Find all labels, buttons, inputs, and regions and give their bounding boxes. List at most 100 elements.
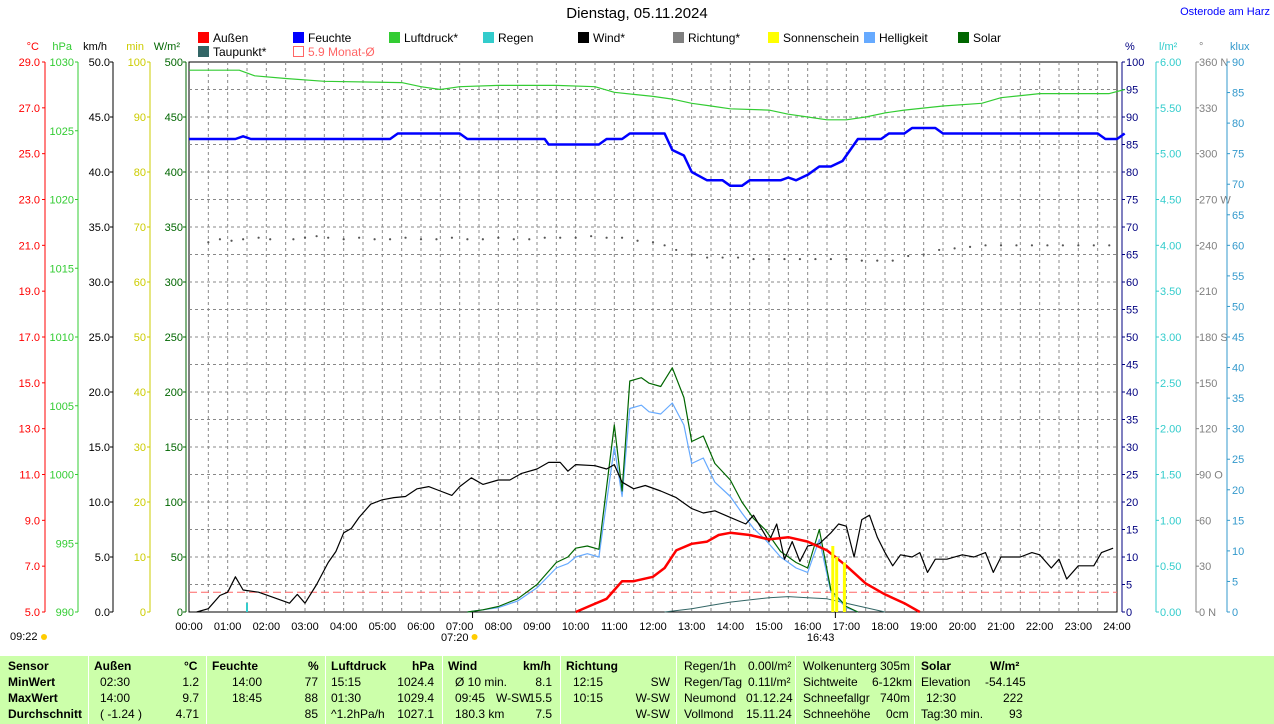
- tick-label-lm2: 2.00: [1160, 424, 1181, 436]
- series-helligkeit: [467, 402, 859, 613]
- legend-swatch: [958, 32, 969, 43]
- wind-direction-point: [388, 238, 392, 241]
- wind-direction-point: [891, 259, 894, 262]
- tick-label-klux: 50: [1232, 301, 1244, 313]
- tick-label-hpa: 1000: [50, 470, 74, 482]
- wind-direction-point: [736, 256, 740, 259]
- wind-direction-point: [404, 236, 407, 239]
- legend-label: Regen: [498, 31, 534, 45]
- x-tick-label: 24:00: [1103, 621, 1131, 633]
- wind-direction-point: [269, 238, 272, 241]
- regen-value-3: 15.11.24: [746, 707, 792, 721]
- tick-label-pct: 60: [1126, 277, 1138, 289]
- wind-direction-point: [1077, 244, 1080, 247]
- legend-swatch: [293, 46, 304, 57]
- wind-direction-point: [968, 245, 972, 248]
- footer-wind-label: 09:45: [455, 691, 486, 705]
- x-tick-label: 20:00: [949, 621, 977, 633]
- wind-direction-point: [242, 238, 245, 241]
- tick-label-klux: 70: [1232, 179, 1244, 191]
- footer-richtung-time: 10:15: [573, 691, 604, 705]
- tick-label-wm2: 300: [165, 277, 183, 289]
- x-tick-label: 02:00: [253, 621, 281, 633]
- x-tick-label: 06:00: [407, 621, 435, 633]
- wind-direction-point: [373, 238, 376, 241]
- series-solar: [467, 367, 859, 613]
- tick-label-temp: 23.0: [19, 195, 40, 207]
- tick-label-lm2: 5.50: [1160, 103, 1181, 115]
- footer-header-luftdruck-unit: hPa: [412, 659, 435, 673]
- footer-header-feuchte-unit: %: [308, 659, 319, 673]
- wind-direction-point: [814, 257, 817, 261]
- solar-value-1: 222: [1003, 691, 1024, 705]
- solar-label-2: Tag:30 min.: [921, 707, 984, 721]
- footer-header-wind-unit: km/h: [523, 659, 552, 673]
- tick-label-min: 0: [140, 607, 146, 619]
- solar-label-1: 12:30: [926, 691, 957, 705]
- regen-label-2: Neumond: [684, 691, 737, 705]
- axis-header-deg: °: [1199, 41, 1203, 53]
- footer-wind-label: 180.3 km: [455, 707, 505, 721]
- x-tick-label: 18:00: [871, 621, 899, 633]
- tick-label-min: 60: [134, 277, 146, 289]
- wind-direction-point: [663, 244, 666, 247]
- series-taupunkt: [664, 596, 886, 613]
- axis-header-pct: %: [1125, 41, 1135, 53]
- tick-label-kmh: 35.0: [89, 222, 110, 234]
- legend-label: Sonnenschein: [783, 31, 860, 45]
- tick-label-kmh: 0.0: [95, 607, 110, 619]
- tick-label-min: 20: [134, 497, 146, 509]
- tick-label-pct: 0: [1126, 607, 1132, 619]
- x-tick-label: 08:00: [485, 621, 513, 633]
- tick-label-pct: 50: [1126, 332, 1138, 344]
- tick-label-pct: 15: [1126, 525, 1138, 537]
- x-tick-label: 15:00: [755, 621, 783, 633]
- legend-swatch: [198, 32, 209, 43]
- tick-label-pct: 20: [1126, 497, 1138, 509]
- legend-label: Taupunkt*: [213, 45, 267, 59]
- footer-richtung-val: W-SW: [635, 707, 670, 721]
- tick-label-lm2: 3.00: [1160, 332, 1181, 344]
- x-tick-label: 04:00: [330, 621, 358, 633]
- footer-feuchte-val: 85: [304, 707, 318, 721]
- tick-label-pct: 90: [1126, 112, 1138, 124]
- footer-druck-val: 1024.4: [397, 675, 434, 689]
- wind-direction-point: [783, 257, 786, 261]
- legend-label: Außen: [213, 31, 249, 45]
- tick-label-pct: 95: [1126, 85, 1138, 97]
- tick-label-kmh: 15.0: [89, 442, 110, 454]
- wind-direction-point: [922, 253, 925, 256]
- wind-direction-point: [303, 236, 307, 239]
- regen-label-0: Regen/1h: [684, 659, 737, 673]
- footer-aussen-time: ( -1.24 ): [100, 707, 143, 721]
- wolken-value-1: 6-12km: [872, 675, 913, 689]
- wind-direction-point: [230, 239, 233, 242]
- tick-label-temp: 5.0: [25, 607, 40, 619]
- tick-label-hpa: 995: [56, 538, 74, 550]
- legend-label: Helligkeit: [879, 31, 928, 45]
- tick-label-klux: 10: [1232, 546, 1244, 558]
- site-link[interactable]: Osterode am Harz: [1180, 6, 1270, 18]
- x-tick-label: 19:00: [910, 621, 938, 633]
- tick-label-min: 10: [134, 552, 146, 564]
- footer-aussen-val: 9.7: [182, 691, 199, 705]
- wind-direction-point: [481, 238, 484, 241]
- footer-aussen-time: 14:00: [100, 691, 131, 705]
- wolken-value-2: 740m: [880, 691, 911, 705]
- left-sun-icon: [41, 634, 47, 640]
- tick-label-hpa: 1015: [50, 263, 74, 275]
- wind-direction-point: [984, 244, 987, 247]
- tick-label-lm2: 1.50: [1160, 470, 1181, 482]
- tick-label-klux: 5: [1232, 576, 1238, 588]
- tick-label-klux: 65: [1232, 210, 1244, 222]
- tick-label-kmh: 10.0: [89, 497, 110, 509]
- tick-label-lm2: 6.00: [1160, 57, 1181, 69]
- tick-label-pct: 100: [1126, 57, 1144, 69]
- footer-label: MinWert: [8, 675, 56, 689]
- legend-item: Sonnenschein: [768, 31, 859, 45]
- tick-label-min: 50: [134, 332, 146, 344]
- wind-direction-point: [435, 238, 438, 241]
- tick-label-hpa: 1030: [50, 57, 74, 69]
- tick-label-hpa: 1025: [50, 126, 74, 138]
- tick-label-deg: 150: [1199, 378, 1217, 390]
